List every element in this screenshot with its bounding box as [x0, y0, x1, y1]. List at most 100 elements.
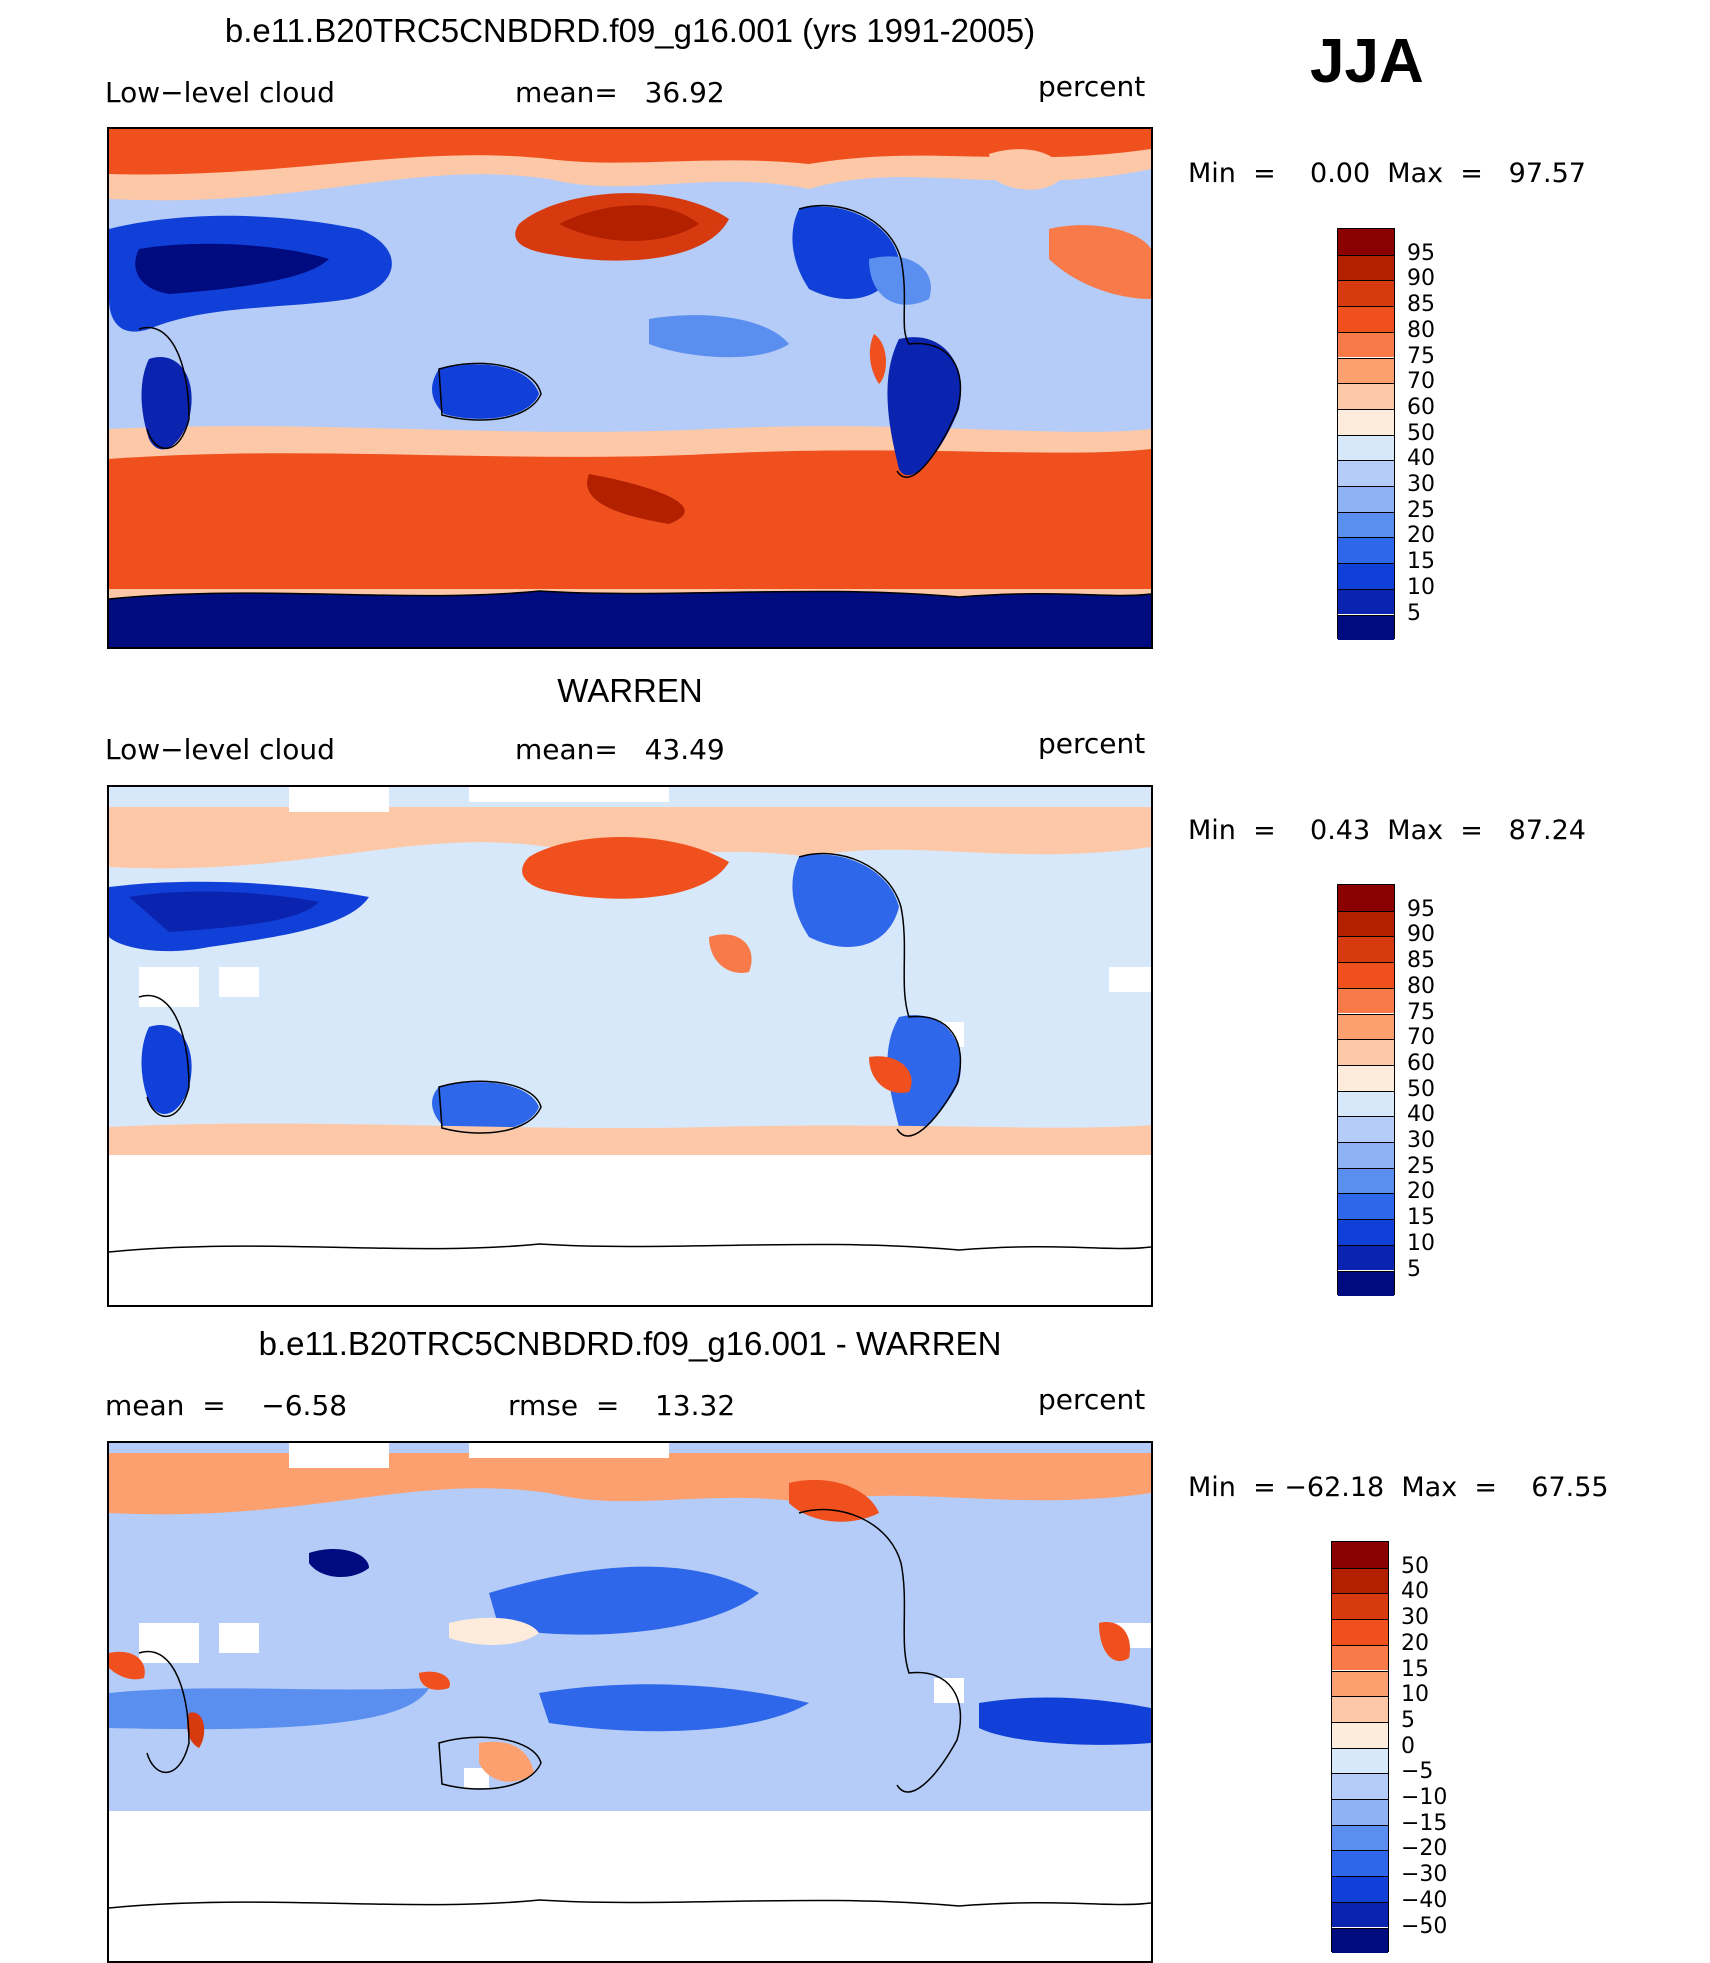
colorbar-swatch: [1332, 1542, 1388, 1568]
colorbar-label: 70: [1407, 369, 1435, 395]
colorbar-swatch: [1338, 306, 1394, 332]
colorbar-swatch: [1332, 1927, 1388, 1954]
colorbar-swatch: [1332, 1593, 1388, 1620]
colorbar-label: 80: [1407, 317, 1435, 343]
colorbar-label: 40: [1401, 1579, 1429, 1605]
colorbar-swatch: [1332, 1644, 1388, 1671]
colorbar-swatch: [1338, 1193, 1394, 1220]
colorbar-swatches: [1331, 1541, 1389, 1954]
panel-title: WARREN: [557, 672, 703, 709]
colorbar-swatch: [1338, 1039, 1394, 1065]
colorbar-swatch: [1332, 1567, 1388, 1594]
colorbar-label: 50: [1401, 1553, 1429, 1579]
colorbar-swatch: [1332, 1619, 1388, 1645]
units-label: percent: [1038, 70, 1146, 103]
colorbar-swatch: [1338, 1244, 1394, 1271]
colorbar-label: 20: [1401, 1630, 1429, 1656]
colorbar-swatch: [1338, 1142, 1394, 1168]
colorbar-swatch: [1338, 588, 1394, 615]
map-difference: [107, 1441, 1153, 1963]
mean-label: mean = −6.58: [105, 1389, 348, 1422]
colorbar-swatch: [1338, 1090, 1394, 1117]
colorbar-swatch: [1338, 987, 1394, 1014]
colorbar-label: 30: [1407, 472, 1435, 497]
colorbar-label: −10: [1401, 1785, 1448, 1810]
colorbar-swatch: [1338, 1116, 1394, 1142]
colorbar-label: 80: [1407, 973, 1435, 999]
mean-label: mean= 36.92: [515, 76, 725, 109]
colorbar-label: 20: [1407, 523, 1435, 549]
variable-label: Low−level cloud: [105, 76, 335, 109]
season-label: JJA: [1310, 27, 1424, 96]
colorbar-label: −30: [1401, 1862, 1448, 1888]
colorbar-swatch: [1338, 614, 1394, 641]
rmse-label: rmse = 13.32: [508, 1389, 736, 1422]
panel-title: b.e11.B20TRC5CNBDRD.f09_g16.001 - WARREN: [258, 1325, 1002, 1362]
colorbar-swatch: [1338, 537, 1394, 564]
colorbar-label: 25: [1407, 1153, 1435, 1179]
map-model: [107, 127, 1153, 649]
colorbar-label: 85: [1407, 292, 1435, 318]
colorbar-label: 95: [1407, 896, 1435, 922]
colorbar-swatch: [1338, 1167, 1394, 1194]
colorbar-swatch: [1332, 1721, 1388, 1748]
colorbar-label: 90: [1407, 922, 1435, 948]
colorbar-swatch: [1338, 936, 1394, 963]
colorbar-label: 75: [1407, 343, 1435, 369]
colorbar-label: 50: [1407, 420, 1435, 446]
units-label: percent: [1038, 1383, 1146, 1416]
colorbar-label: 25: [1407, 497, 1435, 523]
units-label: percent: [1038, 727, 1146, 760]
colorbar-label: 5: [1407, 1256, 1421, 1282]
colorbar-swatch: [1338, 229, 1394, 255]
colorbar-label: 5: [1401, 1707, 1415, 1733]
colorbar-label: 15: [1407, 549, 1435, 575]
colorbar-swatch: [1332, 1747, 1388, 1774]
min-max-label: Min = 0.00 Max = 97.57: [1188, 158, 1586, 189]
colorbar-label: −15: [1401, 1810, 1448, 1836]
colorbar-label: −20: [1401, 1836, 1448, 1862]
min-max-label: Min = −62.18 Max = 67.55: [1188, 1472, 1609, 1503]
colorbar-swatch: [1338, 1219, 1394, 1245]
min-max-label: Min = 0.43 Max = 87.24: [1188, 815, 1586, 846]
colorbar-swatch: [1338, 962, 1394, 988]
colorbar-label: 10: [1407, 1230, 1435, 1256]
colorbar-label: −50: [1401, 1913, 1448, 1939]
colorbar-label: 60: [1407, 1050, 1435, 1076]
colorbar-label: 60: [1407, 394, 1435, 420]
colorbar-label: 50: [1407, 1076, 1435, 1102]
colorbar-label: 30: [1401, 1605, 1429, 1631]
colorbar-swatch: [1338, 331, 1394, 358]
colorbar-swatch: [1332, 1850, 1388, 1877]
colorbar-label: 70: [1407, 1025, 1435, 1051]
panel-title: b.e11.B20TRC5CNBDRD.f09_g16.001 (yrs 199…: [224, 12, 1036, 49]
colorbar-swatch: [1338, 910, 1394, 937]
colorbar-label: 40: [1407, 1102, 1435, 1128]
colorbar-swatch: [1338, 1064, 1394, 1091]
colorbar-label: 10: [1401, 1682, 1429, 1708]
colorbar-swatch: [1338, 383, 1394, 409]
colorbar-label: 15: [1401, 1656, 1429, 1682]
colorbar-swatch: [1332, 1773, 1388, 1799]
colorbar-swatch: [1338, 885, 1394, 911]
colorbar-label: 20: [1407, 1179, 1435, 1205]
colorbar-label: 10: [1407, 574, 1435, 600]
colorbar-swatch: [1338, 460, 1394, 486]
colorbar-swatch: [1338, 434, 1394, 461]
colorbar-label: 75: [1407, 999, 1435, 1025]
colorbar-swatch: [1332, 1696, 1388, 1722]
colorbar-swatch: [1338, 254, 1394, 281]
colorbar-swatch: [1338, 1013, 1394, 1040]
colorbar-swatch: [1332, 1824, 1388, 1851]
colorbar-label: 0: [1401, 1733, 1415, 1759]
colorbar-swatches: [1337, 884, 1395, 1297]
map-observation: [107, 785, 1153, 1307]
colorbar-swatch: [1338, 408, 1394, 435]
colorbar-label: 85: [1407, 948, 1435, 974]
colorbar-swatch: [1338, 563, 1394, 589]
colorbar-label: 40: [1407, 446, 1435, 472]
mean-label: mean= 43.49: [515, 733, 725, 766]
variable-label: Low−level cloud: [105, 733, 335, 766]
colorbar-swatch: [1338, 511, 1394, 538]
colorbar-label: 90: [1407, 266, 1435, 292]
